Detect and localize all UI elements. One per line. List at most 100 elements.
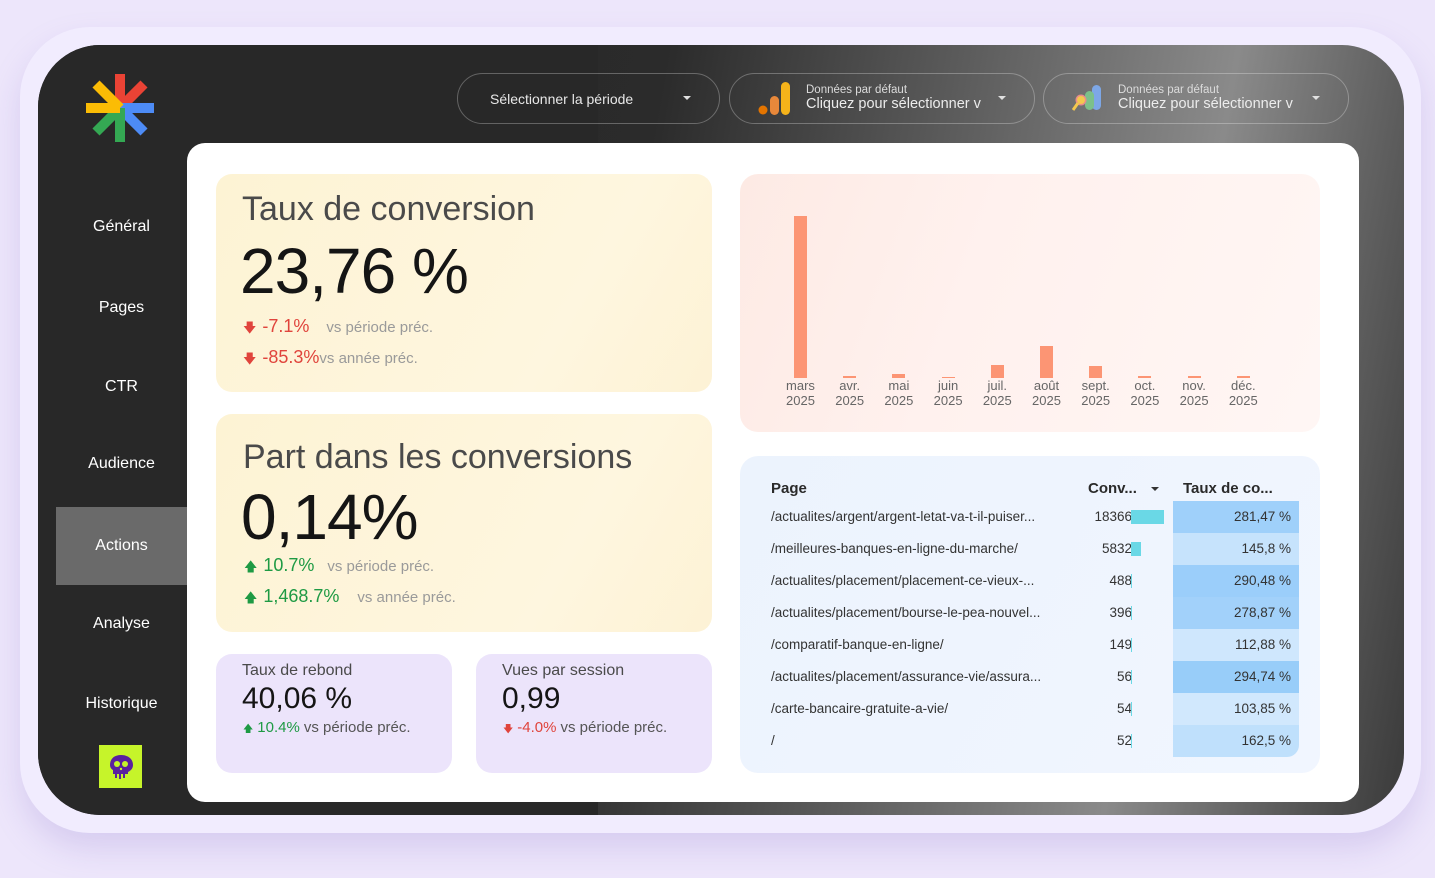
column-header-page[interactable]: Page [771, 480, 807, 497]
cell-page: /actualites/argent/argent-letat-va-t-il-… [771, 509, 1036, 524]
conversions-bar [1131, 510, 1164, 524]
sidebar-item-pages[interactable]: Pages [56, 269, 187, 347]
chart-bar[interactable] [843, 376, 857, 378]
tick-label-line: avr. [839, 378, 861, 393]
delta-label: vs période préc. [303, 719, 411, 736]
chart-bar-column: déc. 2025 [1219, 204, 1268, 408]
cell-conversion-rate: 112,88 % [1173, 629, 1299, 661]
tick-label-line: 2025 [1130, 393, 1160, 408]
chart-x-tick-label: juin 2025 [924, 378, 973, 408]
table-row[interactable]: /actualites/argent/argent-letat-va-t-il-… [740, 501, 1320, 533]
chart-bar[interactable] [1138, 376, 1152, 378]
arrow-down-icon: 🡇 [243, 351, 257, 366]
delta-value: 10.7% [263, 555, 315, 575]
table-row[interactable]: /actualites/placement/assurance-vie/assu… [740, 661, 1320, 693]
chart-x-tick-label: nov. 2025 [1170, 378, 1219, 408]
chart-x-tick-label: août 2025 [1022, 378, 1071, 408]
kpi-card-bounce-rate: Taux de rebond 40,06 % 🡅 10.4% vs périod… [216, 654, 452, 773]
conversions-bar [1131, 670, 1132, 684]
datasource-selector-analytics[interactable]: Données par défaut Cliquez pour sélectio… [729, 73, 1035, 124]
kpi-card-views-per-session: Vues par session 0,99 🡇 -4.0% vs période… [476, 654, 712, 773]
kpi-value: 0,14% [241, 481, 418, 553]
cell-page: /actualites/placement/assurance-vie/assu… [771, 669, 1042, 684]
cell-page: /comparatif-banque-en-ligne/ [771, 637, 944, 652]
multicolor-asterisk-icon[interactable] [84, 72, 156, 144]
caret-down-icon [1312, 96, 1320, 100]
period-selector-label: Sélectionner la période [490, 90, 634, 107]
cell-page: /actualites/placement/bourse-le-pea-nouv… [771, 605, 1041, 620]
chart-bar[interactable] [1236, 376, 1250, 378]
conversions-bar [1131, 734, 1132, 748]
search-console-icon [1072, 84, 1101, 111]
cell-page: /carte-bancaire-gratuite-a-vie/ [771, 701, 949, 716]
kpi-title: Taux de conversion [242, 190, 535, 228]
skull-icon[interactable] [99, 745, 142, 788]
tick-label-line: août [1033, 378, 1060, 393]
period-selector[interactable]: Sélectionner la période [457, 73, 720, 124]
chart-bar[interactable] [1089, 366, 1103, 378]
tick-label-line: 2025 [884, 393, 914, 408]
cell-conversion-rate: 294,74 % [1173, 661, 1299, 693]
tick-label-line: sept. [1081, 378, 1110, 393]
table-row[interactable]: /actualites/placement/bourse-le-pea-nouv… [740, 597, 1320, 629]
chart-bar-column: juin 2025 [924, 204, 973, 408]
cell-conversions: 52 [1116, 733, 1132, 748]
sidebar-item-general[interactable]: Général [56, 188, 187, 266]
chart-bar[interactable] [1040, 346, 1053, 378]
column-header-conversions[interactable]: Conv... [1088, 480, 1160, 497]
tick-label-line: 2025 [835, 393, 865, 408]
cell-conversions: 149 [1109, 637, 1132, 652]
datasource-label: Cliquez pour sélectionner v [806, 96, 981, 112]
sidebar-item-label: Historique [85, 695, 158, 712]
chart-bar[interactable] [794, 216, 807, 378]
chart-bar-column: mars 2025 [776, 204, 825, 408]
cell-conversions: 396 [1109, 605, 1132, 620]
chart-x-tick-label: juil. 2025 [973, 378, 1022, 408]
table-row[interactable]: / 52 162,5 % [740, 725, 1320, 757]
kpi-title: Taux de rebond [242, 662, 353, 679]
sort-desc-icon [1151, 487, 1160, 492]
sidebar-item-label: Actions [95, 537, 148, 554]
caret-down-icon [998, 96, 1006, 100]
table-row[interactable]: /comparatif-banque-en-ligne/149 112,88 % [740, 629, 1320, 661]
table-row[interactable]: /carte-bancaire-gratuite-a-vie/54 103,85 … [740, 693, 1320, 725]
chart-bar[interactable] [941, 377, 955, 378]
sidebar-item-ctr[interactable]: CTR [56, 348, 187, 426]
chart-bar-column: nov. 2025 [1170, 204, 1219, 408]
table-row[interactable]: /actualites/placement/placement-ce-vieux… [740, 565, 1320, 597]
datasource-label: Cliquez pour sélectionner v [1118, 96, 1293, 112]
chart-x-tick-label: sept. 2025 [1071, 378, 1120, 408]
delta-label: vs année préc. [357, 589, 456, 606]
sidebar-item-actions[interactable]: Actions [56, 507, 187, 585]
delta-value: 10.4% [257, 719, 300, 736]
tick-label-line: oct. [1134, 378, 1156, 393]
cell-conversions: 5832 [1101, 541, 1132, 556]
monthly-conversions-bar-chart: mars 2025 avr. 2025 mai 2025 juin 2025 juil. 2025… [740, 174, 1320, 432]
chart-bar[interactable] [990, 365, 1004, 378]
column-header-conversion-rate[interactable]: Taux de co... [1183, 480, 1273, 497]
cell-conversion-rate: 281,47 % [1173, 501, 1299, 533]
arrow-down-icon: 🡇 [503, 724, 514, 735]
cell-conversions: 488 [1109, 573, 1132, 588]
table-row[interactable]: /meilleures-banques-en-ligne-du-marche/5… [740, 533, 1320, 565]
tick-label-line: déc. [1231, 378, 1256, 393]
delta-label: vs année préc. [319, 350, 418, 367]
kpi-delta-year: 🡅 1,468.7% vs année préc. [244, 586, 456, 611]
datasource-selector-search-console[interactable]: Données par défaut Cliquez pour sélectio… [1043, 73, 1349, 124]
chart-bar-column: oct. 2025 [1120, 204, 1169, 408]
chart-bar[interactable] [1187, 376, 1201, 378]
sidebar-item-historique[interactable]: Historique [56, 665, 187, 743]
tick-label-line: juin [937, 378, 959, 393]
sidebar-item-label: Audience [88, 455, 155, 472]
cell-conversions: 54 [1116, 701, 1132, 716]
tick-label-line: nov. [1182, 378, 1206, 393]
conversions-bar [1131, 542, 1141, 556]
sidebar-item-label: Analyse [93, 615, 150, 632]
kpi-delta-period: 🡇 -4.0% vs période préc. [503, 719, 667, 739]
chart-bar[interactable] [892, 374, 906, 378]
chart-bar-column: mai 2025 [874, 204, 923, 408]
sidebar-item-analyse[interactable]: Analyse [56, 585, 187, 663]
sidebar-item-audience[interactable]: Audience [56, 425, 187, 503]
kpi-card-conversion-share: Part dans les conversions 0,14% 🡅 10.7% … [216, 414, 712, 632]
kpi-title: Part dans les conversions [243, 438, 633, 476]
